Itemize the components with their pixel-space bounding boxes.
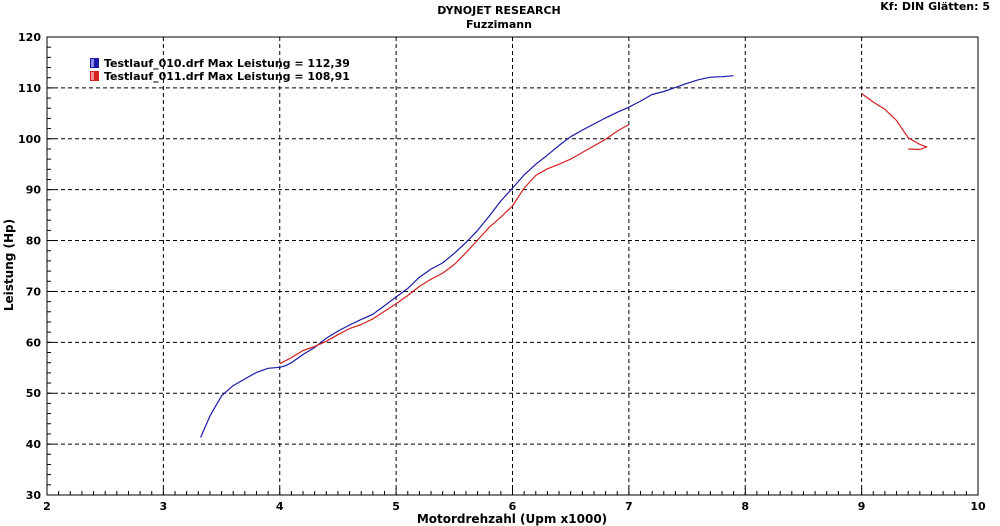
y-tick-label: 90 bbox=[26, 184, 42, 197]
legend-swatch-1 bbox=[90, 58, 99, 68]
x-tick-label: 6 bbox=[509, 500, 517, 513]
plot-frame bbox=[46, 36, 979, 496]
x-tick-label: 5 bbox=[392, 500, 400, 513]
legend: Testlauf_010.drf Max Leistung = 112,39 T… bbox=[90, 57, 350, 83]
x-tick-label: 9 bbox=[858, 500, 866, 513]
legend-label-1: Testlauf_010.drf Max Leistung = 112,39 bbox=[104, 57, 350, 70]
legend-item-2: Testlauf_011.drf Max Leistung = 108,91 bbox=[90, 70, 350, 83]
y-tick-label: 80 bbox=[26, 235, 42, 248]
grid-lines bbox=[47, 37, 978, 495]
corner-info: Kf: DIN Glätten: 5 bbox=[880, 0, 990, 13]
minor-ticks bbox=[46, 36, 979, 496]
x-tick-label: 8 bbox=[741, 500, 749, 513]
y-tick-label: 30 bbox=[26, 489, 42, 502]
chart-title: DYNOJET RESEARCH bbox=[437, 4, 560, 17]
y-tick-label: 40 bbox=[26, 438, 42, 451]
y-tick-label: 60 bbox=[26, 336, 42, 349]
legend-label-2: Testlauf_011.drf Max Leistung = 108,91 bbox=[104, 70, 350, 83]
series-line-1 bbox=[200, 75, 734, 438]
y-axis-label: Leistung (Hp) bbox=[2, 219, 16, 311]
series-line-2 bbox=[279, 123, 630, 365]
legend-swatch-2 bbox=[90, 71, 99, 81]
y-tick-label: 120 bbox=[18, 31, 41, 44]
x-tick-label: 3 bbox=[160, 500, 168, 513]
y-tick-label: 50 bbox=[26, 387, 42, 400]
x-axis-label: Motordrehzahl (Upm x1000) bbox=[417, 512, 607, 526]
legend-swatch-2-highlight bbox=[91, 72, 94, 80]
y-tick-label: 110 bbox=[18, 82, 41, 95]
x-tick-label: 2 bbox=[43, 500, 51, 513]
series-line-3 bbox=[861, 93, 928, 151]
legend-item-1: Testlauf_010.drf Max Leistung = 112,39 bbox=[90, 57, 350, 70]
series-group bbox=[200, 75, 928, 438]
y-tick-label: 70 bbox=[26, 285, 42, 298]
y-tick-label: 100 bbox=[18, 133, 41, 146]
x-tick-label: 4 bbox=[276, 500, 284, 513]
x-tick-label: 10 bbox=[970, 500, 986, 513]
x-tick-label: 7 bbox=[625, 500, 633, 513]
x-tick-labels: 2 3 4 5 6 7 8 9 10 bbox=[43, 500, 986, 513]
chart-subtitle: Fuzzimann bbox=[466, 18, 532, 31]
y-tick-labels: 30 40 50 60 70 80 90 100 110 120 bbox=[18, 31, 41, 502]
legend-swatch-1-highlight bbox=[91, 59, 94, 67]
